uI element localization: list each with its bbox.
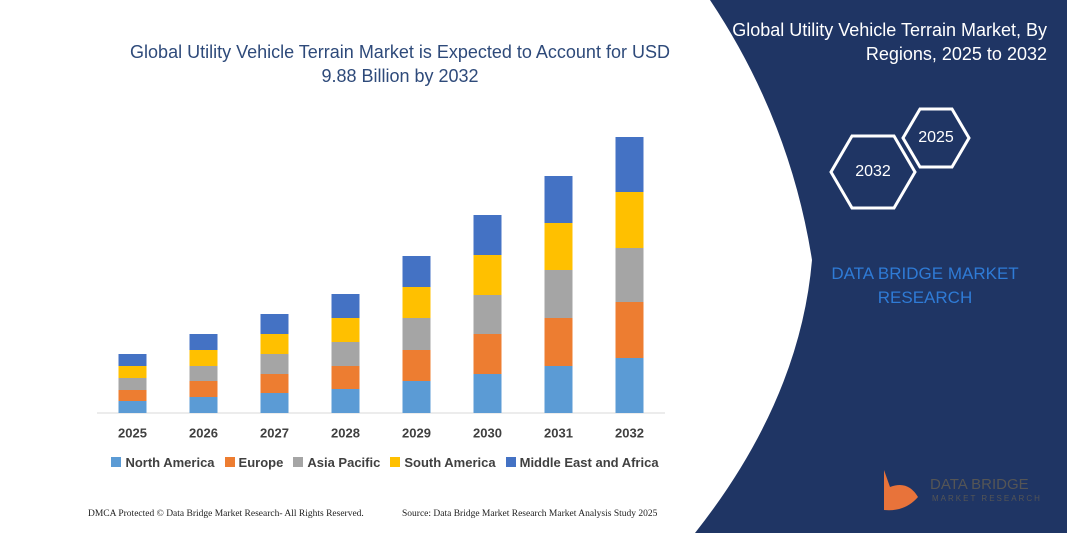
- bar-segment: [402, 287, 431, 318]
- bar-segment: [615, 302, 644, 358]
- bar-segment: [118, 390, 147, 401]
- logo-icon: [884, 470, 918, 511]
- bar-segment: [260, 354, 289, 374]
- bar-segment: [331, 389, 360, 413]
- hexagon-label: 2032: [855, 163, 891, 180]
- bar-segment: [473, 255, 502, 295]
- bar-segment: [189, 397, 218, 413]
- legend: North America Europe Asia Pacific South Ame…: [80, 455, 690, 470]
- bar-segment: [473, 215, 502, 255]
- legend-item: South America: [390, 455, 496, 470]
- footer-right: Source: Data Bridge Market Research Mark…: [402, 509, 658, 519]
- x-tick-label: 2031: [544, 425, 573, 440]
- side-panel: [695, 0, 1067, 533]
- x-tick-label: 2032: [615, 425, 644, 440]
- bar-segment: [118, 401, 147, 413]
- bar-segment: [402, 350, 431, 381]
- legend-item: North America: [111, 455, 215, 470]
- bar-segment: [615, 248, 644, 302]
- bar-segment: [402, 381, 431, 413]
- bar-segment: [544, 366, 573, 413]
- bar-segment: [473, 374, 502, 413]
- bar-segment: [615, 358, 644, 413]
- bar-segment: [331, 366, 360, 389]
- legend-item: Europe: [224, 455, 284, 470]
- x-tick-label: 2030: [473, 425, 502, 440]
- bar-segment: [118, 378, 147, 390]
- footer-left: DMCA Protected © Data Bridge Market Rese…: [88, 509, 364, 519]
- legend-label: North America: [125, 455, 215, 470]
- legend-swatch: [111, 457, 122, 467]
- bar-segment: [615, 137, 644, 192]
- bar-segment: [331, 294, 360, 318]
- hexagon: [901, 107, 971, 169]
- chart-title: Global Utility Vehicle Terrain Market is…: [130, 42, 670, 86]
- bar-segment: [260, 393, 289, 413]
- x-tick-label: 2028: [331, 425, 360, 440]
- legend-swatch: [505, 457, 516, 467]
- bar-segment: [544, 318, 573, 366]
- bar-segment: [189, 366, 218, 381]
- logo-name: DATA BRIDGE: [930, 476, 1029, 493]
- legend-label: Middle East and Africa: [519, 455, 659, 470]
- legend-item: Asia Pacific: [293, 455, 380, 470]
- x-tick-label: 2026: [189, 425, 218, 440]
- x-tick-label: 2027: [260, 425, 289, 440]
- bar-segment: [402, 318, 431, 350]
- legend-swatch: [293, 457, 304, 467]
- brand-text: DATA BRIDGE MARKET RESEARCH: [831, 264, 1019, 307]
- bar-segment: [544, 270, 573, 318]
- legend-item: Middle East and Africa: [505, 455, 659, 470]
- bar-segment: [118, 354, 147, 366]
- bar-segment: [544, 223, 573, 270]
- bar-segment: [118, 366, 147, 378]
- bar-segment: [615, 192, 644, 248]
- bar-segment: [473, 334, 502, 374]
- hexagon-label: 2025: [918, 129, 954, 146]
- bar-segment: [260, 314, 289, 334]
- bar-segment: [260, 334, 289, 354]
- bar-segment: [260, 374, 289, 393]
- x-tick-label: 2025: [118, 425, 147, 440]
- bar-segment: [331, 342, 360, 366]
- legend-swatch: [390, 457, 401, 467]
- bar-segment: [189, 334, 218, 350]
- legend-label: Europe: [238, 455, 284, 470]
- bar-segment: [189, 350, 218, 366]
- bar-segment: [473, 295, 502, 334]
- hexagon: [829, 134, 917, 210]
- x-tick-label: 2029: [402, 425, 431, 440]
- panel-title: Global Utility Vehicle Terrain Market, B…: [732, 20, 1047, 64]
- legend-label: Asia Pacific: [307, 455, 381, 470]
- bar-segment: [331, 318, 360, 342]
- bar-segment: [544, 176, 573, 223]
- legend-swatch: [224, 457, 235, 467]
- bar-segment: [402, 256, 431, 287]
- bar-segment: [189, 381, 218, 397]
- legend-label: South America: [404, 455, 496, 470]
- logo-tagline: MARKET RESEARCH: [932, 494, 1042, 503]
